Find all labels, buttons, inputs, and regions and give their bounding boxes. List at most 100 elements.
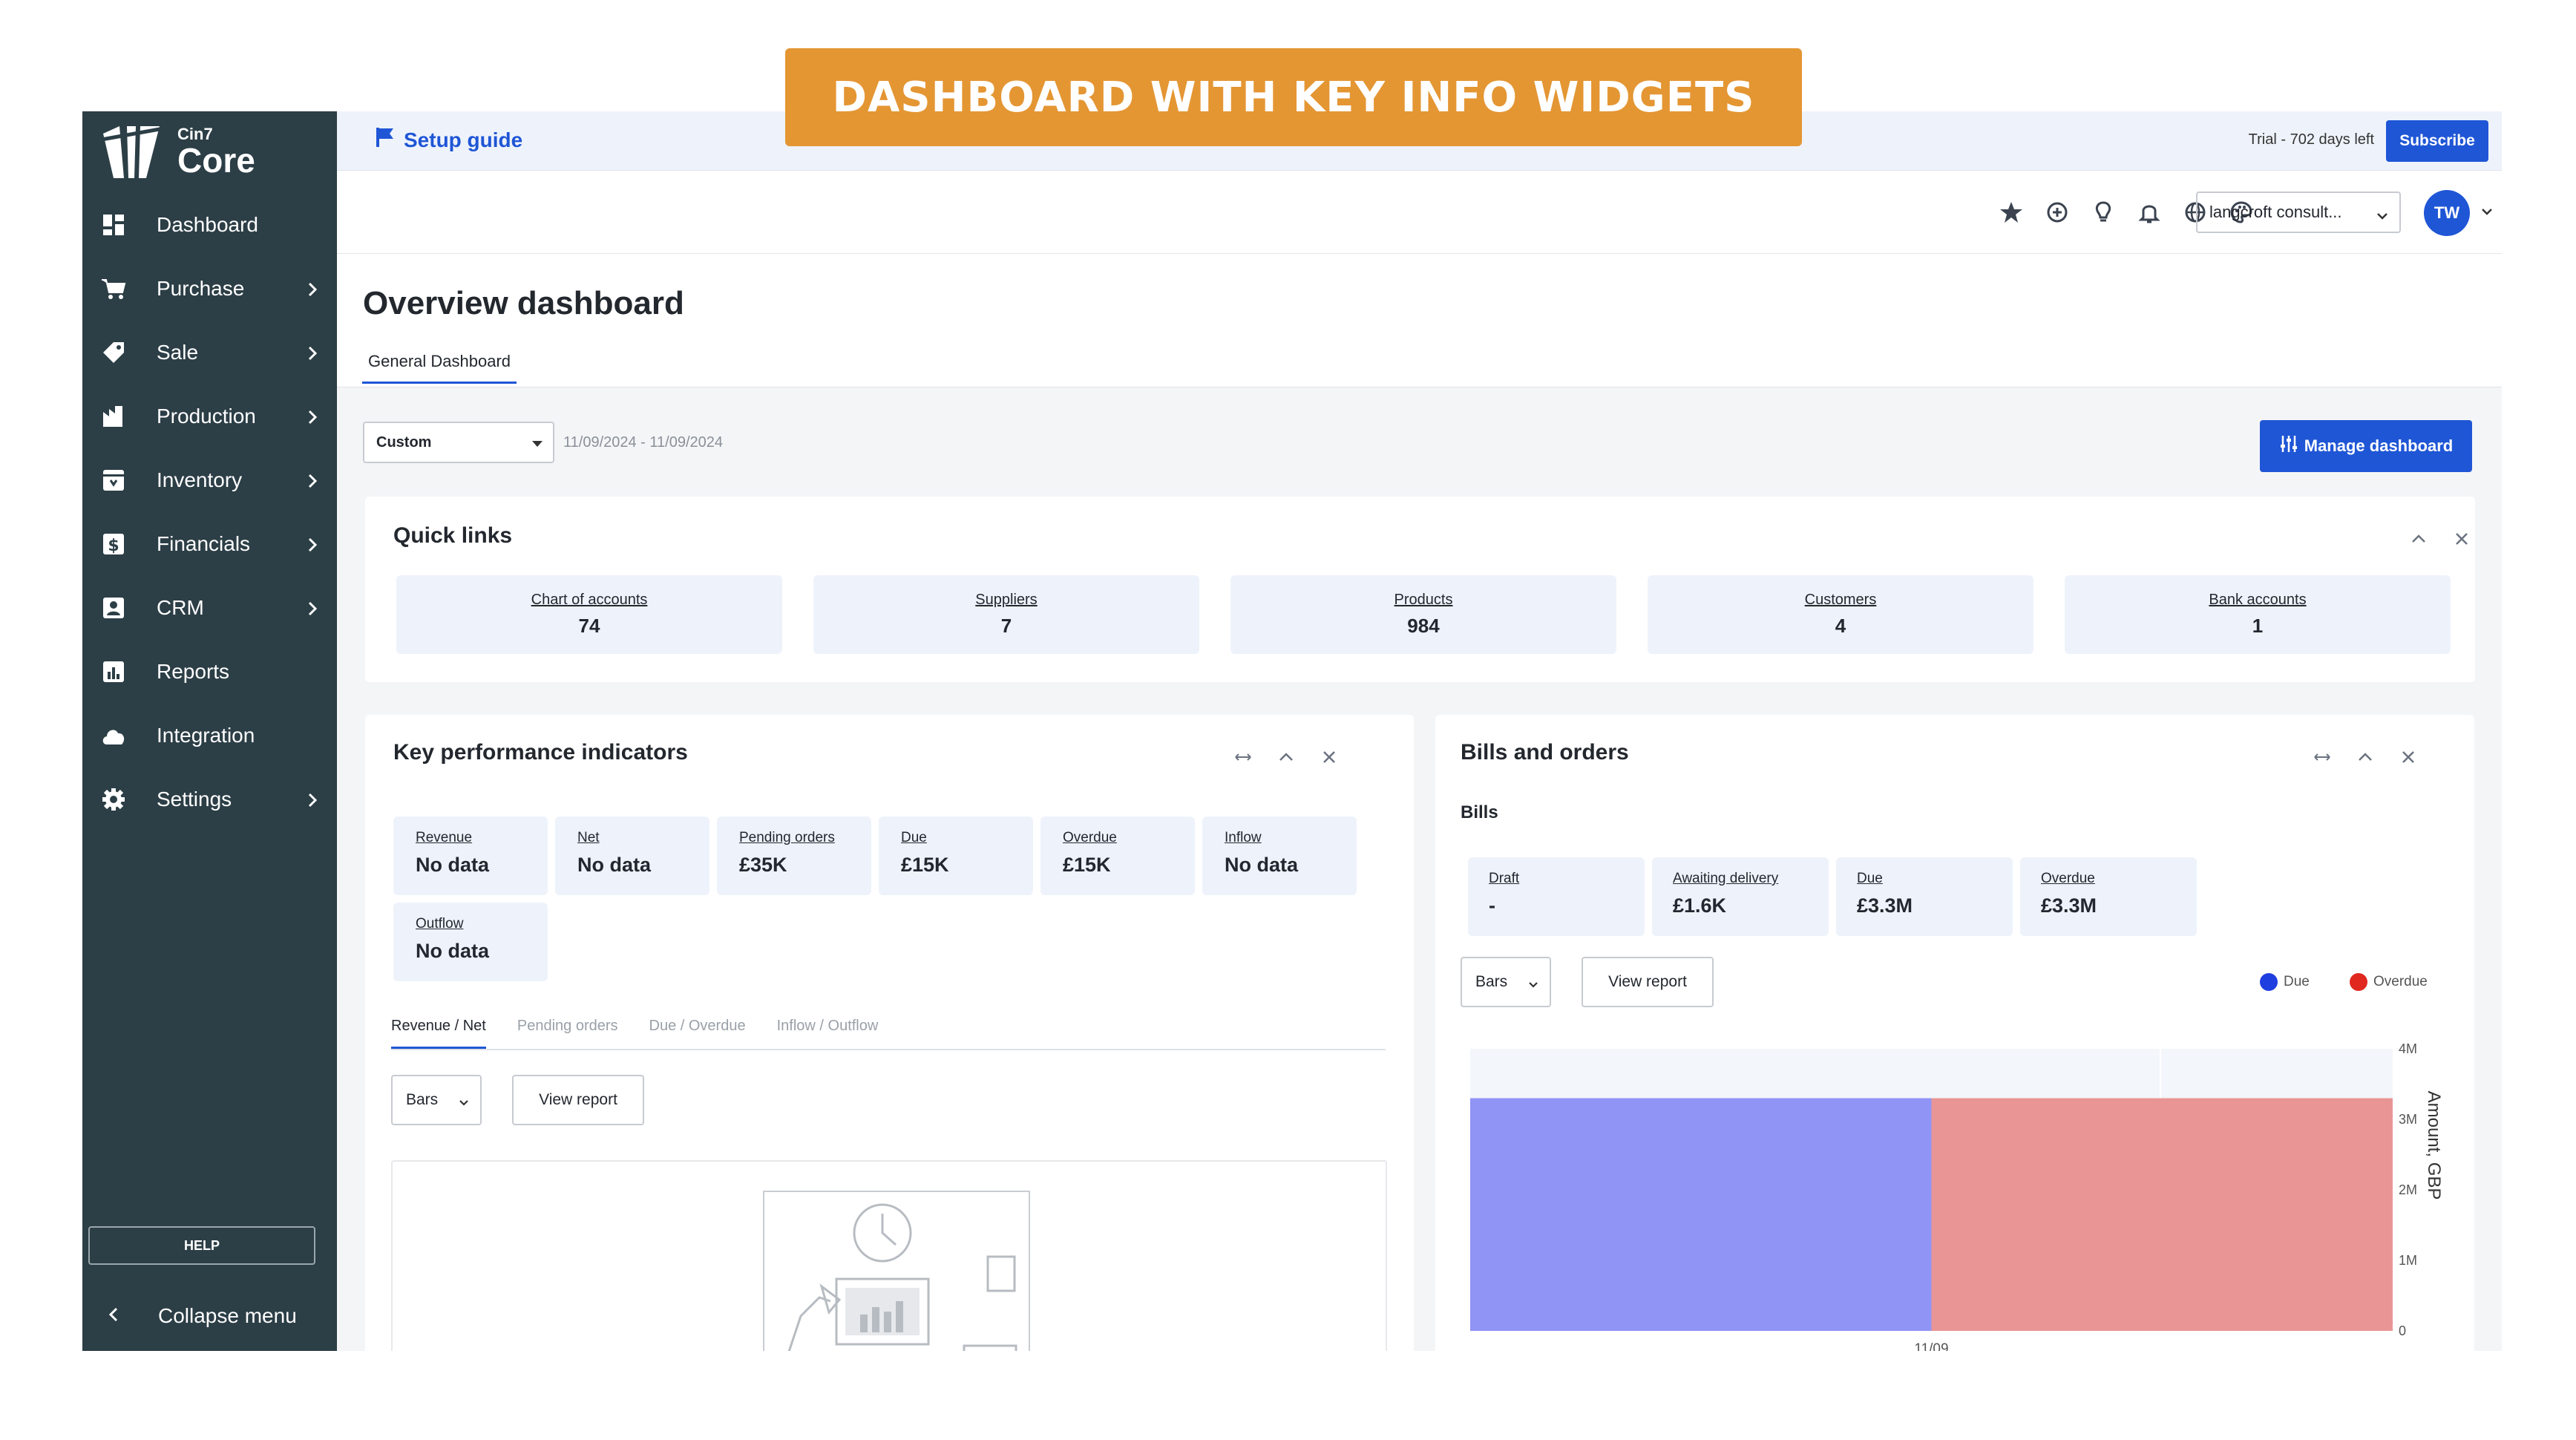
kpi-chart-empty-state <box>391 1160 1387 1351</box>
bar-due[interactable] <box>1470 1098 1932 1332</box>
bell-icon[interactable] <box>2136 199 2163 226</box>
expand-horizontal-icon[interactable] <box>2311 746 2333 768</box>
cloud-icon <box>100 722 127 749</box>
sidebar-item-financials[interactable]: $ Financials <box>82 512 337 576</box>
bar-overdue[interactable] <box>1931 1098 2393 1332</box>
quick-link-tile[interactable]: Products 984 <box>1230 575 1616 654</box>
bill-tile-awaiting-delivery[interactable]: Awaiting delivery £1.6K <box>1652 857 1829 936</box>
palette-icon[interactable] <box>2228 199 2255 226</box>
bills-view-report-button[interactable]: View report <box>1582 957 1714 1007</box>
kpi-tile-net[interactable]: Net No data <box>555 816 709 895</box>
banner: DASHBOARD WITH KEY INFO WIDGETS <box>785 48 1802 146</box>
bill-tile-due[interactable]: Due £3.3M <box>1836 857 2013 936</box>
chevron-right-icon <box>307 471 318 494</box>
sidebar-item-crm[interactable]: CRM <box>82 576 337 640</box>
add-circle-icon[interactable] <box>2044 199 2071 226</box>
user-avatar[interactable]: TW <box>2424 190 2470 236</box>
kpi-value: No data <box>577 854 652 876</box>
bill-label: Draft <box>1489 871 1520 886</box>
kpi-tiles: Revenue No data Net No data Pending orders… <box>393 816 1358 981</box>
logo[interactable]: Cin7 Core <box>97 111 320 193</box>
tab-due-overdue[interactable]: Due / Overdue <box>649 1018 746 1034</box>
legend-due[interactable]: Due <box>2260 973 2310 991</box>
sidebar-item-label: Purchase <box>157 277 245 300</box>
collapse-menu-button[interactable]: Collapse menu <box>82 1292 337 1341</box>
bill-value: £1.6K <box>1673 894 1727 917</box>
expand-horizontal-icon[interactable] <box>1232 746 1254 768</box>
manage-dashboard-button[interactable]: Manage dashboard <box>2260 420 2472 472</box>
sidebar-item-integration[interactable]: Integration <box>82 704 337 768</box>
quick-link-value: 7 <box>1000 615 1012 637</box>
quick-link-tile[interactable]: Suppliers 7 <box>813 575 1199 654</box>
kpi-label: Inflow <box>1225 830 1262 845</box>
legend-overdue-swatch <box>2350 973 2367 991</box>
kpi-chart-type-select[interactable]: Bars <box>391 1075 482 1125</box>
bill-value: £3.3M <box>1857 894 1913 917</box>
bill-tile-draft[interactable]: Draft - <box>1468 857 1645 936</box>
sidebar-item-label: Sale <box>157 341 199 364</box>
quick-link-label: Customers <box>1804 592 1877 608</box>
kpi-tile-inflow[interactable]: Inflow No data <box>1202 816 1357 895</box>
quick-link-label: Products <box>1394 592 1453 608</box>
lightbulb-icon[interactable] <box>2090 199 2117 226</box>
chevron-right-icon <box>307 343 318 367</box>
tab-revenue-net[interactable]: Revenue / Net <box>391 1018 486 1049</box>
quick-link-tile[interactable]: Chart of accounts 74 <box>396 575 782 654</box>
sidebar-item-inventory[interactable]: Inventory <box>82 448 337 512</box>
close-icon[interactable] <box>1318 746 1340 768</box>
kpi-view-report-button[interactable]: View report <box>512 1075 644 1125</box>
sidebar-item-label: Reports <box>157 660 230 683</box>
date-range: 11/09/2024 - 11/09/2024 <box>563 433 723 451</box>
tab-pending-orders[interactable]: Pending orders <box>517 1018 618 1034</box>
kpi-tile-pending-orders[interactable]: Pending orders £35K <box>717 816 871 895</box>
sidebar-item-label: Financials <box>157 532 251 555</box>
bills-chart-type-select[interactable]: Bars <box>1461 957 1551 1007</box>
kpi-tile-outflow[interactable]: Outflow No data <box>393 903 548 981</box>
sidebar-item-purchase[interactable]: Purchase <box>82 257 337 321</box>
dollar-icon: $ <box>100 531 127 557</box>
collapse-up-icon[interactable] <box>1275 746 1297 768</box>
chevron-down-icon[interactable] <box>2480 206 2494 220</box>
kpi-tile-due[interactable]: Due £15K <box>879 816 1033 895</box>
chevron-right-icon <box>307 534 318 558</box>
setup-guide-link[interactable]: Setup guide <box>376 126 522 154</box>
subscribe-button[interactable]: Subscribe <box>2386 120 2488 162</box>
tab-general-dashboard[interactable]: General Dashboard <box>362 352 517 384</box>
svg-text:$: $ <box>108 537 119 555</box>
quick-links-list: Chart of accounts 74 Suppliers 7 Products 9… <box>396 575 2451 654</box>
quick-link-tile[interactable]: Customers 4 <box>1648 575 2033 654</box>
tab-inflow-outflow[interactable]: Inflow / Outflow <box>776 1018 879 1034</box>
kpi-value: £35K <box>739 854 787 876</box>
legend-overdue[interactable]: Overdue <box>2350 973 2428 991</box>
sidebar-item-settings[interactable]: Settings <box>82 768 337 831</box>
kpi-label: Overdue <box>1063 830 1117 845</box>
collapse-up-icon[interactable] <box>2408 528 2430 550</box>
quick-link-value: 984 <box>1407 615 1440 637</box>
chevron-down-icon <box>458 1094 470 1112</box>
bill-tile-overdue[interactable]: Overdue £3.3M <box>2020 857 2197 936</box>
collapse-up-icon[interactable] <box>2354 746 2376 768</box>
sidebar-item-production[interactable]: Production <box>82 384 337 448</box>
close-icon[interactable] <box>2397 746 2419 768</box>
kpi-tile-overdue[interactable]: Overdue £15K <box>1040 816 1195 895</box>
quick-link-tile[interactable]: Bank accounts 1 <box>2065 575 2451 654</box>
bill-label: Awaiting delivery <box>1673 871 1779 886</box>
sidebar-item-sale[interactable]: Sale <box>82 321 337 384</box>
widget-controls <box>2311 746 2419 768</box>
trial-status: Trial - 702 days left <box>2248 131 2374 148</box>
kpi-tile-revenue[interactable]: Revenue No data <box>393 816 548 895</box>
chevron-right-icon <box>307 598 318 622</box>
quick-link-value: 4 <box>1835 615 1846 637</box>
quick-link-label: Suppliers <box>975 592 1038 608</box>
page-title: Overview dashboard <box>363 285 684 321</box>
inventory-icon <box>100 467 127 494</box>
sidebar-item-dashboard[interactable]: Dashboard <box>82 193 337 257</box>
close-icon[interactable] <box>2451 528 2473 550</box>
sidebar-item-reports[interactable]: Reports <box>82 640 337 704</box>
star-icon[interactable] <box>1998 199 2025 226</box>
help-button[interactable]: HELP <box>88 1226 315 1265</box>
kpi-title: Key performance indicators <box>393 740 688 765</box>
organisation-select[interactable]: langcroft consult... <box>2196 192 2401 233</box>
globe-icon[interactable] <box>2182 199 2209 226</box>
period-select[interactable]: Custom <box>363 422 554 463</box>
